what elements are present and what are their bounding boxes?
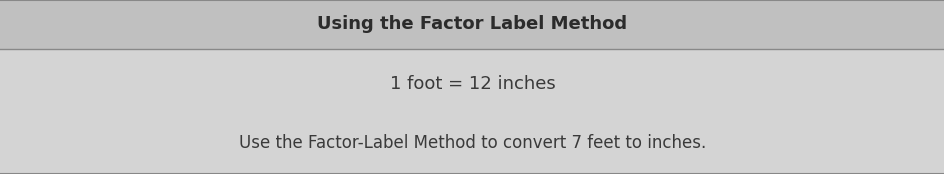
Text: Using the Factor Label Method: Using the Factor Label Method [317,15,627,33]
Bar [0,0,944,49]
Text: 1 foot = 12 inches: 1 foot = 12 inches [389,74,555,93]
Text: Use the Factor-Label Method to convert 7 feet to inches.: Use the Factor-Label Method to convert 7… [239,134,705,152]
Bar [0,49,944,174]
